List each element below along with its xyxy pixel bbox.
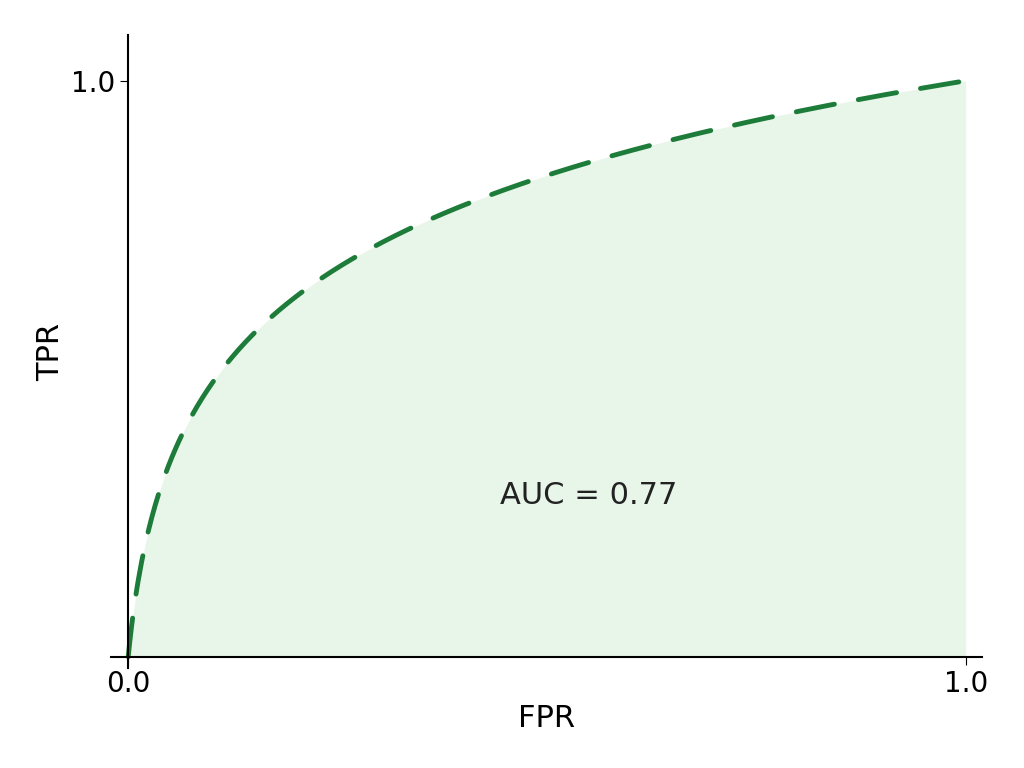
X-axis label: FPR: FPR: [518, 703, 575, 733]
Text: AUC = 0.77: AUC = 0.77: [500, 481, 678, 510]
Y-axis label: TPR: TPR: [36, 323, 66, 381]
